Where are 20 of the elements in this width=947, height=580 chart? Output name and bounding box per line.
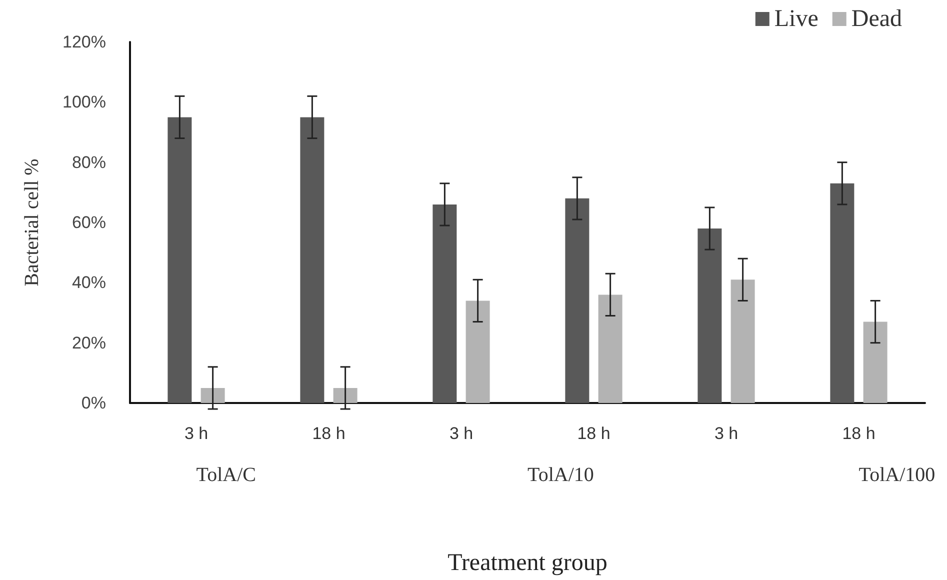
y-tick-label: 40% [72, 273, 106, 292]
y-axis-title: Bacterial cell % [21, 158, 43, 286]
x-tick-label: 3 h [449, 424, 474, 443]
x-axis-title: Treatment group [448, 550, 608, 576]
x-tick-label: 3 h [714, 424, 738, 443]
y-tick-label: 0% [81, 394, 106, 412]
y-tick-label: 80% [72, 152, 106, 172]
x-tick-label: 18 h [312, 424, 346, 443]
legend-label: Live [774, 6, 818, 32]
text: TolA/100 [858, 464, 936, 486]
y-tick-label: 60% [72, 213, 106, 232]
y-tick-label: 100% [62, 92, 106, 112]
text: TolA/10 [527, 464, 594, 486]
x-tick-label: 18 h [842, 424, 876, 443]
legend-label: Dead [851, 6, 902, 32]
text: TolA/C [196, 464, 256, 486]
y-tick-label: 20% [72, 333, 106, 352]
x-tick-label: 3 h [184, 424, 208, 443]
y-tick-label: 120% [62, 32, 106, 52]
x-tick-label: 18 h [577, 424, 610, 443]
